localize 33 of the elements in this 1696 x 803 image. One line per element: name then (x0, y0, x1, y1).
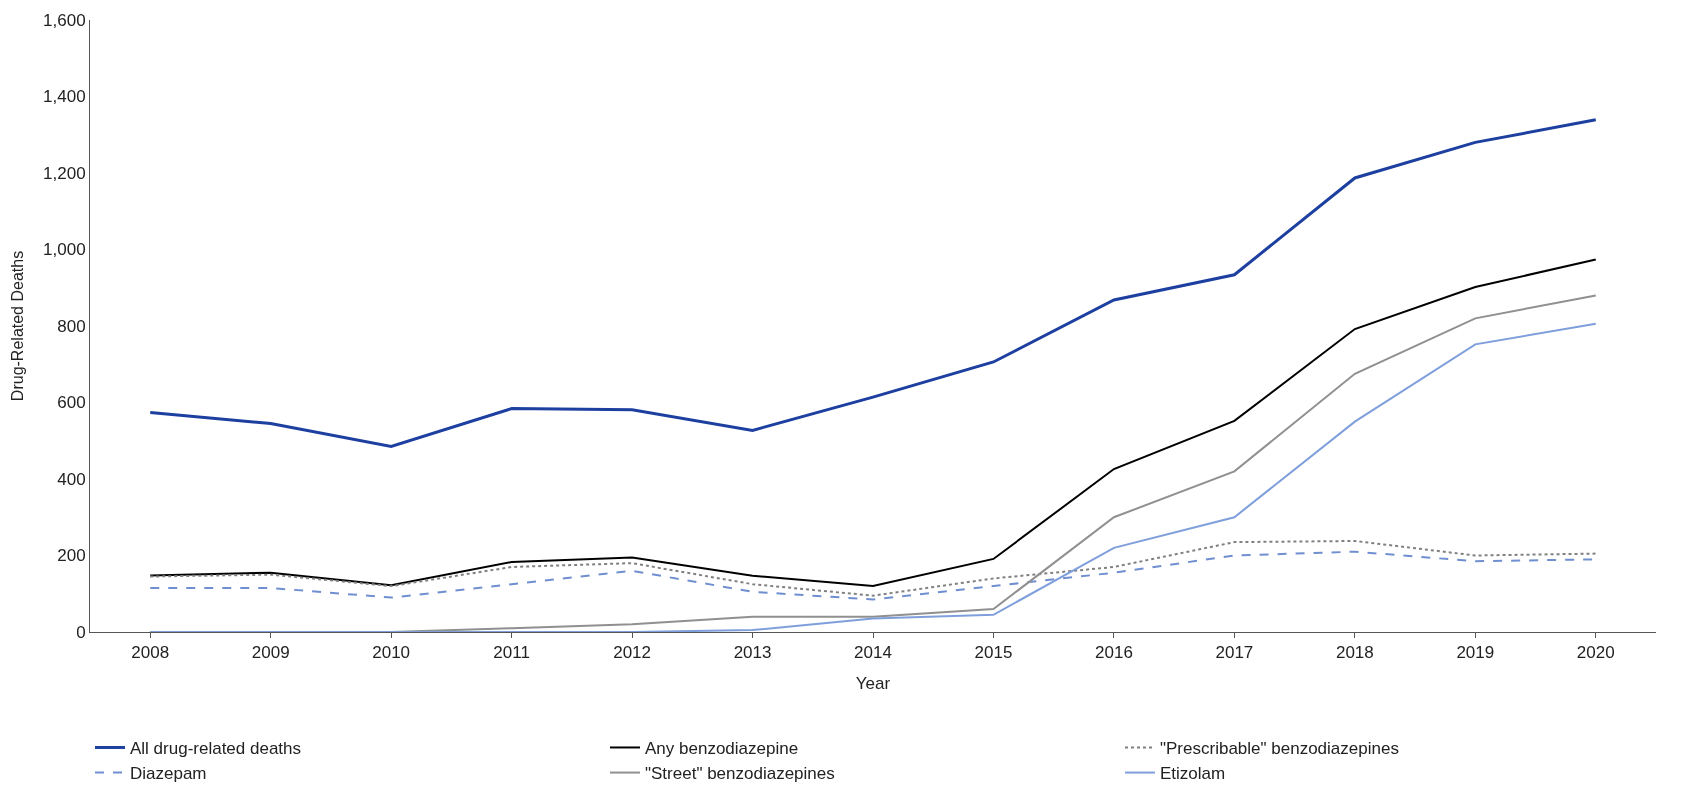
x-tick-label: 2019 (1456, 643, 1495, 663)
x-tick-label: 2015 (974, 643, 1013, 663)
y-tick-label: 1,400 (43, 87, 86, 107)
y-tick-label: 200 (57, 546, 86, 566)
legend-label: "Street" benzodiazepines (645, 764, 835, 784)
legend-label: All drug-related deaths (130, 739, 302, 759)
legend-label: Diazepam (130, 764, 207, 784)
y-axis-title: Drug-Related Deaths (8, 250, 26, 402)
y-tick-label: 1,000 (43, 240, 86, 260)
x-tick-label: 2011 (493, 643, 530, 663)
legend-label: Etizolam (1160, 764, 1226, 784)
legend-label: "Prescribable" benzodiazepines (1160, 739, 1399, 759)
x-tick-label: 2013 (733, 643, 772, 663)
y-tick-label: 400 (57, 469, 86, 489)
y-tick-label: 1,200 (43, 163, 86, 183)
line-series (149, 539, 1597, 597)
x-tick-label: 2020 (1576, 643, 1615, 663)
x-tick-label: 2008 (131, 643, 170, 663)
y-tick-label: 800 (57, 316, 86, 336)
x-tick-label: 2010 (372, 643, 411, 663)
line-series (149, 258, 1597, 588)
legend-label: Any benzodiazepine (645, 739, 799, 759)
x-tick-label: 2016 (1095, 643, 1133, 663)
y-tick-label: 600 (57, 393, 86, 413)
x-tick-label: 2009 (251, 643, 290, 663)
x-axis-title: Year (855, 673, 891, 693)
x-tick-label: 2014 (854, 643, 892, 663)
y-tick-label: 0 (76, 622, 86, 642)
y-tick-label: 1,600 (43, 10, 86, 30)
x-tick-label: 2012 (613, 643, 651, 663)
line-series (148, 118, 1598, 448)
x-tick-label: 2017 (1215, 643, 1254, 663)
x-tick-label: 2018 (1335, 643, 1374, 663)
